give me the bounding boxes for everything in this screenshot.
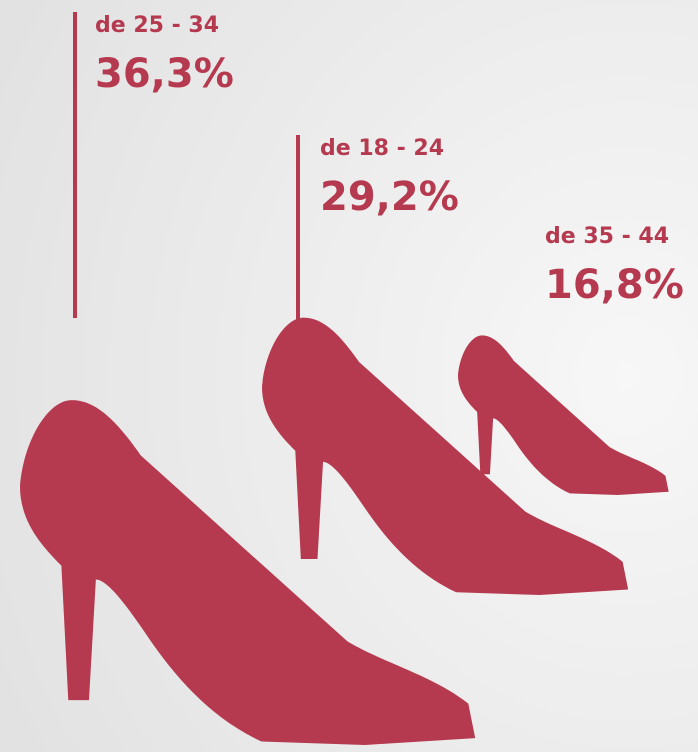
category-label: de 35 - 44 [545, 224, 669, 249]
value-label: 16,8% [545, 262, 684, 308]
value-label: 29,2% [320, 174, 459, 220]
page: de 25 - 34 36,3% de 18 - 24 29,2% de 35 - 44… [0, 0, 698, 752]
value-label: 36,3% [95, 51, 234, 97]
category-label: de 18 - 24 [320, 136, 444, 161]
category-label: de 25 - 34 [95, 13, 219, 38]
chart: de 25 - 34 36,3% de 18 - 24 29,2% de 35 - 44… [0, 0, 698, 752]
